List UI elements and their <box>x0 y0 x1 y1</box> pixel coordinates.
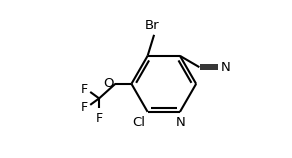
Text: F: F <box>81 83 88 96</box>
Text: N: N <box>221 61 231 74</box>
Text: O: O <box>103 77 114 90</box>
Text: Br: Br <box>145 19 160 32</box>
Text: F: F <box>95 112 103 125</box>
Text: F: F <box>81 101 88 114</box>
Text: N: N <box>176 116 186 129</box>
Text: Cl: Cl <box>132 116 145 129</box>
